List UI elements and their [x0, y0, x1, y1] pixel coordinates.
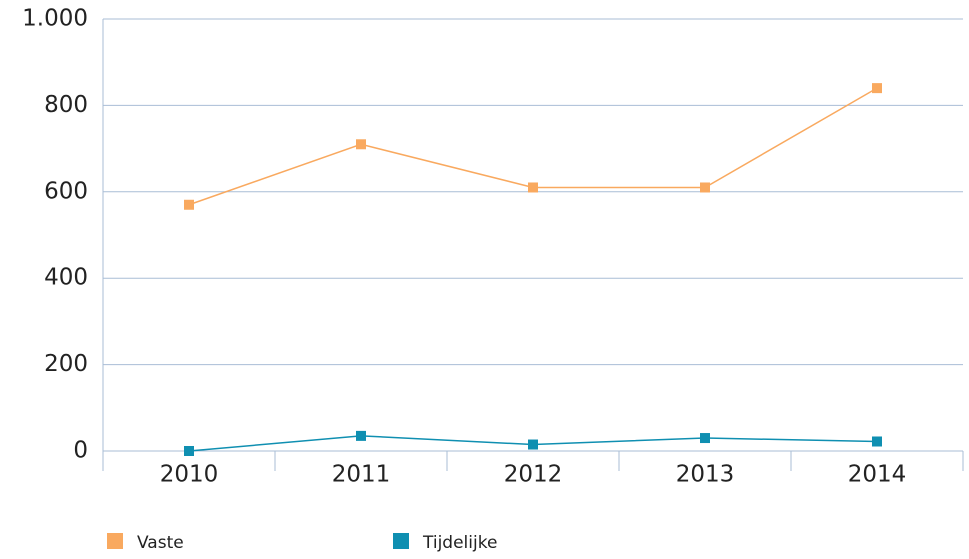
x-tick-label: 2014: [848, 462, 907, 488]
point: [356, 139, 366, 150]
point: [700, 182, 710, 193]
y-tick-label: 400: [44, 265, 88, 291]
point: [528, 182, 538, 193]
y-tick-label: 600: [44, 178, 88, 204]
legend-label: Tijdelijke: [422, 533, 497, 553]
legend-swatch: [107, 533, 123, 549]
y-tick-label: 1.000: [22, 6, 88, 32]
point: [184, 199, 194, 210]
x-tick-label: 2012: [504, 462, 563, 488]
x-tick-label: 2013: [676, 462, 735, 488]
point: [528, 439, 538, 450]
y-tick-label: 200: [44, 351, 88, 377]
point: [184, 446, 194, 456]
x-tick-label: 2010: [160, 462, 219, 488]
point: [872, 83, 882, 94]
y-tick-label: 0: [73, 438, 88, 464]
point: [356, 430, 366, 441]
point: [872, 436, 882, 447]
point: [700, 433, 710, 444]
legend-label: Vaste: [137, 533, 184, 553]
y-tick-label: 800: [44, 92, 88, 118]
x-tick-label: 2011: [332, 462, 391, 488]
legend-swatch: [393, 533, 409, 549]
